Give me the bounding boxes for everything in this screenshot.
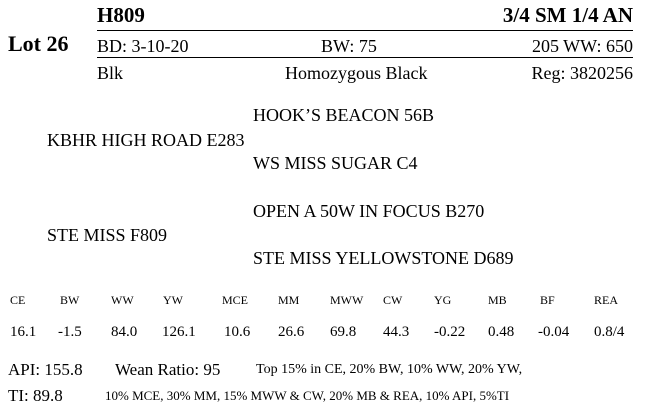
epd-value: 44.3	[383, 324, 410, 340]
epd-value: 16.1	[10, 324, 37, 340]
epd-value: 69.8	[330, 324, 357, 340]
epd-value: -0.22	[434, 324, 466, 340]
epd-header: YW	[163, 293, 183, 307]
epd-header: CE	[10, 293, 26, 307]
sire-sire: HOOK’S BEACON 56B	[253, 105, 435, 125]
birth-date: BD: 3-10-20	[97, 36, 189, 56]
dam-dam: STE MISS YELLOWSTONE D689	[253, 248, 514, 268]
weaning-weight: 205 WW: 650	[532, 36, 633, 56]
epd-value: -1.5	[58, 324, 82, 340]
epd-value: 84.0	[111, 324, 138, 340]
rule	[97, 57, 633, 58]
epd-value: 26.6	[278, 324, 305, 340]
rule	[97, 30, 633, 31]
wean-ratio: Wean Ratio: 95	[115, 360, 221, 379]
epd-header: BW	[60, 293, 80, 307]
epd-value: 0.8/4	[594, 324, 625, 340]
epd-value: 126.1	[162, 324, 196, 340]
breed: 3/4 SM 1/4 AN	[502, 3, 633, 27]
color: Blk	[97, 63, 124, 83]
epd-header: MM	[278, 293, 300, 307]
epd-value: 0.48	[488, 324, 515, 340]
dam-sire: OPEN A 50W IN FOCUS B270	[253, 201, 485, 221]
epd-header: REA	[594, 293, 618, 307]
animal-id: H809	[97, 3, 145, 27]
epd-header: BF	[540, 293, 555, 307]
epd-header: MWW	[330, 293, 364, 307]
api: API: 155.8	[8, 360, 83, 379]
dam: STE MISS F809	[47, 225, 168, 245]
epd-value: 10.6	[224, 324, 251, 340]
color-genotype: Homozygous Black	[285, 63, 428, 83]
epd-header: MCE	[222, 293, 249, 307]
registration: Reg: 3820256	[531, 63, 634, 83]
epd-header: MB	[488, 293, 507, 307]
rankings: Top 15% in CE, 20% BW, 10% WW, 20% YW,	[256, 362, 523, 377]
epd-value: -0.04	[538, 324, 570, 340]
birth-weight: BW: 75	[321, 36, 377, 56]
epd-header: CW	[383, 293, 403, 307]
epd-header: WW	[111, 293, 134, 307]
rankings: 10% MCE, 30% MM, 15% MWW & CW, 20% MB & …	[105, 388, 510, 403]
lot-number: Lot 26	[8, 31, 69, 56]
ti: TI: 89.8	[8, 386, 63, 405]
epd-header: YG	[434, 293, 452, 307]
sire: KBHR HIGH ROAD E283	[47, 130, 245, 150]
sire-dam: WS MISS SUGAR C4	[253, 153, 418, 173]
